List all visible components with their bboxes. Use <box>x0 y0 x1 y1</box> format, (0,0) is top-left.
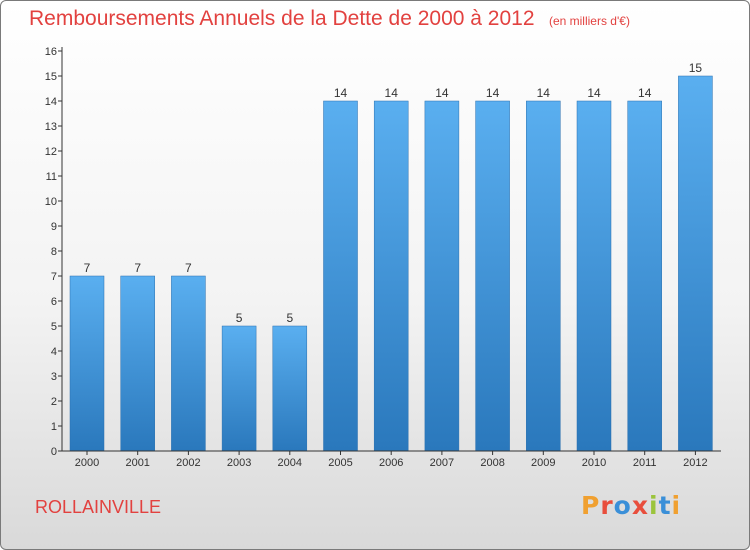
chart-title: Remboursements Annuels de la Dette de 20… <box>29 7 535 30</box>
value-label-2001: 7 <box>134 261 141 275</box>
bar-2000 <box>69 275 105 452</box>
x-tick-label-2001: 2001 <box>125 457 149 469</box>
bar-2006 <box>373 100 409 452</box>
y-tick-label-7: 7 <box>51 271 57 283</box>
y-tick-label-3: 3 <box>51 371 57 383</box>
x-tick-label-2012: 2012 <box>683 457 707 469</box>
proxiti-logo[interactable]: Proxiti <box>581 491 681 520</box>
y-tick-label-6: 6 <box>51 296 57 308</box>
y-tick-label-14: 14 <box>45 96 57 108</box>
logo-letter: x <box>631 491 649 520</box>
x-tick-label-2005: 2005 <box>328 457 352 469</box>
value-label-2008: 14 <box>486 86 500 100</box>
x-tick-label-2008: 2008 <box>480 457 504 469</box>
x-tick-label-2010: 2010 <box>582 457 606 469</box>
value-label-2003: 5 <box>236 311 243 325</box>
y-tick-label-2: 2 <box>51 396 57 408</box>
logo-letter: i <box>649 491 659 520</box>
y-tick-label-0: 0 <box>51 446 57 458</box>
y-tick-label-8: 8 <box>51 246 57 258</box>
y-tick-label-5: 5 <box>51 321 57 333</box>
y-tick-label-12: 12 <box>45 146 57 158</box>
x-tick-label-2006: 2006 <box>379 457 403 469</box>
logo-letter: i <box>671 491 682 520</box>
y-tick-label-11: 11 <box>46 171 57 183</box>
value-label-2002: 7 <box>185 261 192 275</box>
value-label-2004: 5 <box>286 311 293 325</box>
bar-2004 <box>272 325 308 452</box>
y-tick-label-10: 10 <box>45 196 57 208</box>
y-tick-label-9: 9 <box>51 221 57 233</box>
logo-letter: r <box>600 491 614 520</box>
y-tick-label-16: 16 <box>45 46 57 58</box>
y-tick-label-13: 13 <box>45 121 57 133</box>
value-label-2007: 14 <box>435 86 449 100</box>
value-label-2006: 14 <box>385 86 399 100</box>
value-label-2011: 14 <box>638 86 652 100</box>
y-tick-label-1: 1 <box>51 421 57 433</box>
x-tick-label-2009: 2009 <box>531 457 555 469</box>
value-label-2005: 14 <box>334 86 348 100</box>
bar-2003 <box>221 325 257 452</box>
bar-2008 <box>475 100 510 452</box>
bar-2007 <box>424 100 460 452</box>
value-label-2009: 14 <box>537 86 551 100</box>
x-tick-label-2000: 2000 <box>75 457 99 469</box>
bar-2009 <box>526 100 561 452</box>
chart-title-block: Remboursements Annuels de la Dette de 20… <box>29 7 630 31</box>
value-label-2010: 14 <box>587 86 601 100</box>
axis-layer: 2000 2001 2002 2003 2004 2005 2006 2007 2008 2009… <box>45 46 721 469</box>
x-tick-label-2003: 2003 <box>227 457 251 469</box>
bar-2010 <box>576 100 612 452</box>
x-tick-label-2004: 2004 <box>278 457 302 469</box>
bar-2012 <box>678 75 713 452</box>
bar-2001 <box>120 275 155 452</box>
town-name: ROLLAINVILLE <box>35 497 162 517</box>
bar-2002 <box>171 275 206 452</box>
x-tick-label-2007: 2007 <box>430 457 454 469</box>
bar-2005 <box>323 100 358 452</box>
x-tick-label-2002: 2002 <box>176 457 200 469</box>
y-tick-label-15: 15 <box>45 71 57 83</box>
x-tick-label-2011: 2011 <box>633 457 657 469</box>
value-label-2000: 7 <box>84 261 91 275</box>
logo-letter: o <box>613 491 632 520</box>
y-tick-label-4: 4 <box>51 346 57 358</box>
logo-letter: t <box>658 491 672 520</box>
logo-letter: P <box>581 491 601 520</box>
chart-subtitle: (en milliers d'€) <box>548 14 630 28</box>
bars-layer: 7 7 7 5 5 14 14 14 14 14 14 14 15 <box>69 61 713 452</box>
value-label-2012: 15 <box>689 61 703 75</box>
bar-2011 <box>627 100 662 452</box>
